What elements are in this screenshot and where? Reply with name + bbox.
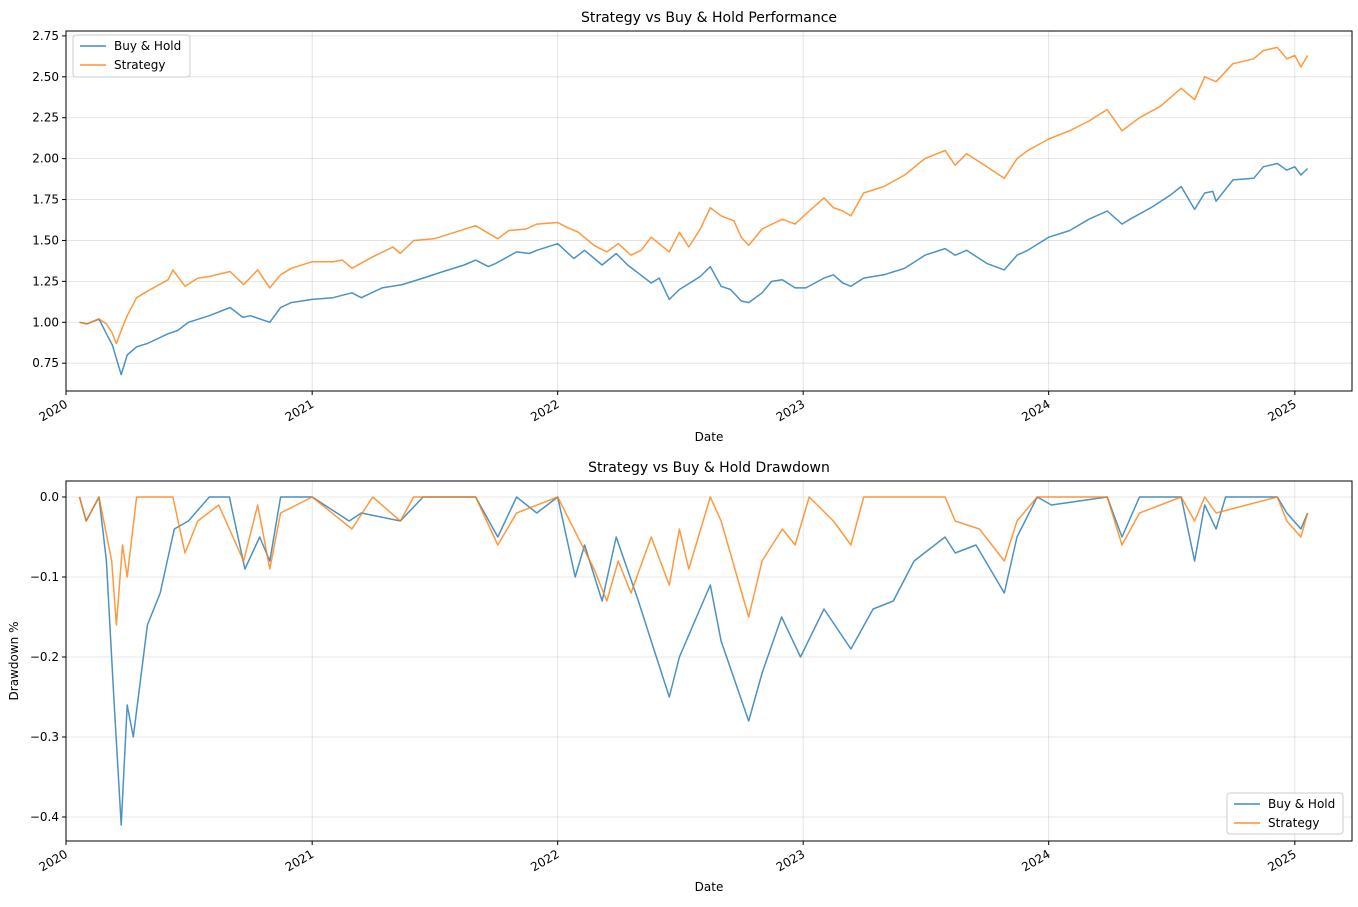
- chart-1-x-tick-label-4: 2024: [1019, 847, 1052, 874]
- chart-1-y-tick-label-3: −0.3: [30, 730, 59, 744]
- chart-0-y-tick-label-4: 1.75: [32, 193, 59, 207]
- chart-1-plot-area: [66, 481, 1352, 841]
- chart-0-x-tick-label-3: 2023: [774, 397, 807, 424]
- chart-0-legend-label-strategy: Strategy: [114, 58, 165, 72]
- chart-0-y-tick-label-6: 2.25: [32, 111, 59, 125]
- chart-1-series-strategy-line: [78, 496, 1309, 626]
- chart-0-y-tick-label-2: 1.25: [32, 274, 59, 288]
- chart-0-grid: [65, 31, 1352, 391]
- drawdown-chart: 2020 2021 2022 2023 2024 2025 0.0 −0.1 −0.2 −0.3 −…: [7, 460, 1353, 894]
- chart-0-title: Strategy vs Buy & Hold Performance: [581, 10, 837, 26]
- chart-0-x-tick-label-4: 2024: [1019, 397, 1052, 424]
- chart-1-y-axis-label: Drawdown %: [7, 622, 21, 701]
- chart-0-x-axis-label: Date: [695, 430, 724, 444]
- chart-1-y-tick-label-2: −0.2: [30, 650, 59, 664]
- chart-1-axes-frame: [65, 480, 1353, 842]
- chart-1-x-tick-label-2: 2022: [528, 847, 561, 874]
- chart-0-legend-label-buy-hold: Buy & Hold: [114, 39, 181, 53]
- chart-1-legend-label-strategy: Strategy: [1268, 816, 1319, 830]
- chart-1-x-tick-label-1: 2021: [283, 847, 316, 874]
- chart-1-x-tick-label-0: 2020: [37, 847, 70, 874]
- chart-0-x-tick-label-5: 2025: [1265, 397, 1298, 424]
- chart-0-series-buy-hold-line: [79, 162, 1309, 376]
- chart-0-x-tick-label-0: 2020: [37, 397, 70, 424]
- chart-0-y-tick-label-8: 2.75: [32, 29, 59, 43]
- chart-0-y-tick-label-0: 0.75: [32, 356, 59, 370]
- chart-0-y-tick-label-1: 1.00: [32, 315, 59, 329]
- chart-0-legend: Buy & Hold Strategy: [72, 34, 191, 78]
- chart-1-y-tick-label-1: −0.1: [30, 570, 59, 584]
- chart-1-title: Strategy vs Buy & Hold Drawdown: [588, 460, 830, 476]
- chart-1-y-tick-label-4: −0.4: [30, 810, 59, 824]
- chart-0-y-tick-label-3: 1.50: [32, 233, 59, 247]
- chart-1-x-tick-label-5: 2025: [1265, 847, 1298, 874]
- chart-0-y-tick-label-7: 2.50: [32, 70, 59, 84]
- chart-0-x-tick-label-1: 2021: [283, 397, 316, 424]
- chart-1-legend-label-buy-hold: Buy & Hold: [1268, 797, 1335, 811]
- chart-1-x-axis-label: Date: [695, 880, 724, 894]
- chart-0-y-tick-label-5: 2.00: [32, 152, 59, 166]
- chart-0-axes-frame: [65, 30, 1353, 392]
- chart-0-series-strategy-line: [79, 46, 1309, 345]
- chart-1-x-tick-label-3: 2023: [774, 847, 807, 874]
- performance-chart: 2020 2021 2022 2023 2024 2025 0.75 1.00 1.25 1.50…: [32, 10, 1353, 444]
- chart-0-x-tick-label-2: 2022: [528, 397, 561, 424]
- chart-1-legend: Buy & Hold Strategy: [1226, 792, 1344, 835]
- chart-1-y-tick-label-0: 0.0: [40, 490, 59, 504]
